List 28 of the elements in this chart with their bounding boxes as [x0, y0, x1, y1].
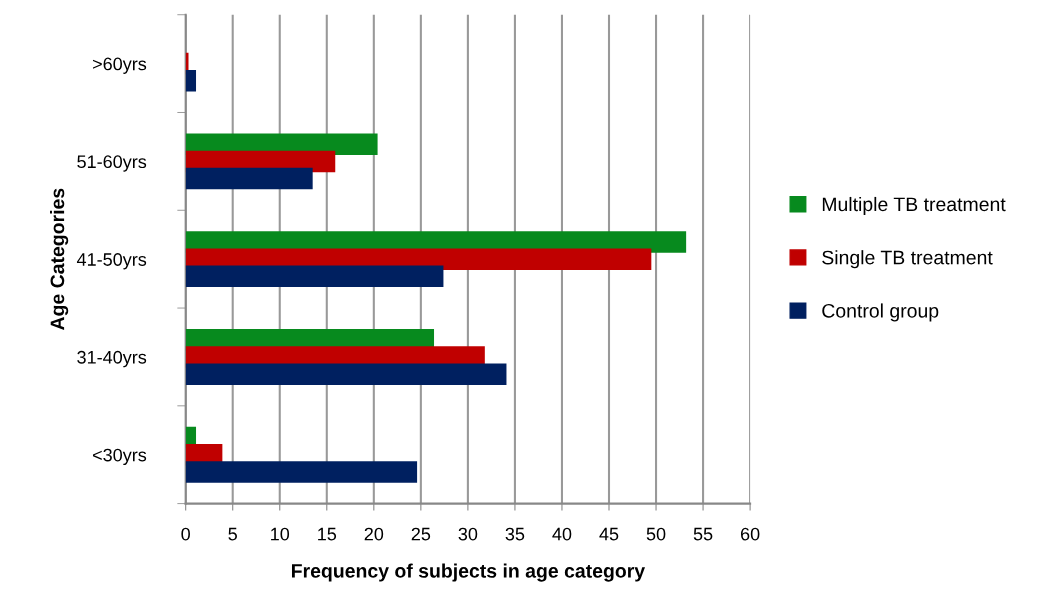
x-tick-label: 20	[364, 527, 384, 541]
x-tick-label: 15	[318, 527, 337, 541]
x-tick-label: 60	[740, 527, 760, 541]
x-tick-label: 50	[646, 527, 666, 541]
legend-label: Control group	[822, 303, 939, 322]
x-tick-label: 5	[228, 527, 237, 541]
x-tick-label: 25	[411, 527, 431, 541]
x-tick-label: 35	[505, 527, 525, 541]
x-tick-label: 45	[599, 527, 619, 541]
x-tick-label: 10	[271, 527, 290, 541]
bar	[185, 265, 444, 288]
x-tick-label: 0	[181, 527, 190, 541]
y-tick-label: 51-60yrs	[77, 155, 147, 172]
bar	[185, 363, 507, 385]
bar	[185, 461, 418, 483]
y-tick-label: 31-40yrs	[77, 350, 147, 368]
legend-label: Single TB treatment	[822, 250, 993, 269]
x-axis-title: Frequency of subjects in age category	[292, 563, 646, 582]
bar	[185, 70, 197, 92]
x-tick-label: 55	[693, 527, 713, 541]
legend-label: Multiple TB treatment	[822, 196, 1006, 216]
y-axis-title: Age Categories	[50, 188, 69, 330]
y-tick-label: >60yrs	[92, 57, 147, 74]
y-tick-label: <30yrs	[92, 448, 147, 465]
y-tick-label: 41-50yrs	[76, 253, 147, 270]
bar	[185, 167, 313, 190]
x-tick-label: 30	[458, 527, 478, 541]
x-tick-label: 40	[552, 527, 572, 541]
